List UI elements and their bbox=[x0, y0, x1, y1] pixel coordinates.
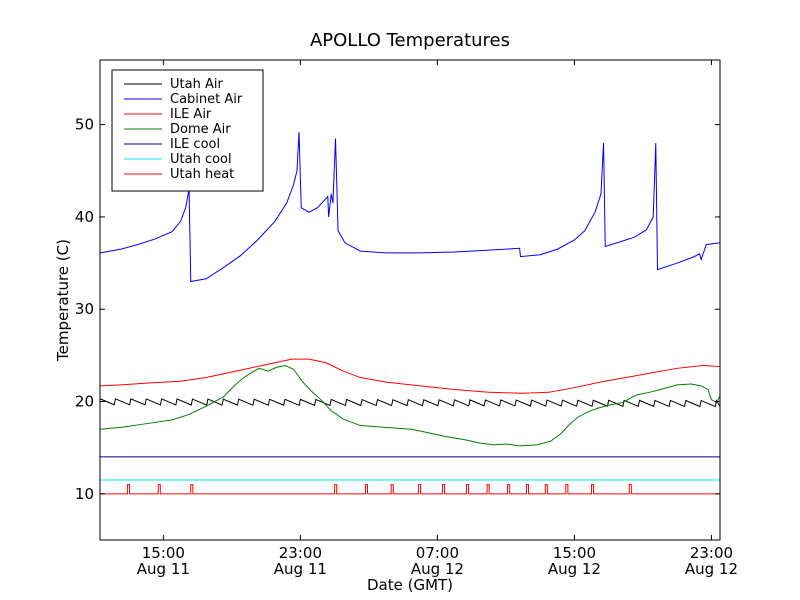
legend-label: ILE cool bbox=[170, 137, 220, 152]
legend-label: Utah cool bbox=[170, 152, 232, 167]
y-axis-label: Temperature (C) bbox=[54, 239, 72, 362]
series-layer bbox=[100, 131, 720, 495]
series-line-utah-air bbox=[100, 398, 720, 408]
y-tick-label: 40 bbox=[75, 208, 94, 226]
x-tick-label-date: Aug 12 bbox=[411, 560, 464, 578]
legend-label: Cabinet Air bbox=[170, 92, 243, 107]
x-tick-label-time: 15:00 bbox=[142, 544, 185, 562]
x-tick-label-date: Aug 11 bbox=[137, 560, 190, 578]
x-tick-label-date: Aug 11 bbox=[274, 560, 327, 578]
y-tick-label: 30 bbox=[75, 300, 94, 318]
x-tick-label-date: Aug 12 bbox=[685, 560, 738, 578]
x-axis-label: Date (GMT) bbox=[367, 576, 453, 594]
x-tick-label-time: 23:00 bbox=[690, 544, 733, 562]
plot-frame bbox=[99, 59, 721, 541]
series-line-dome-air bbox=[100, 365, 720, 447]
series-line-utah-heat bbox=[100, 484, 720, 495]
series-line-cabinet-air bbox=[100, 131, 720, 283]
legend-label: ILE Air bbox=[170, 107, 212, 122]
x-tick-label-time: 23:00 bbox=[279, 544, 322, 562]
series-line-ile-air bbox=[100, 358, 720, 394]
legend-label: Utah Air bbox=[170, 77, 223, 92]
y-tick-label: 50 bbox=[75, 116, 94, 134]
legend-label: Dome Air bbox=[170, 122, 231, 137]
legend-label: Utah heat bbox=[170, 167, 234, 182]
y-axis-ticks: 10 20 30 40 50 bbox=[75, 116, 720, 503]
chart-title: APOLLO Temperatures bbox=[310, 30, 510, 51]
y-tick-label: 20 bbox=[75, 393, 94, 411]
legend-frame bbox=[111, 69, 264, 192]
x-tick-label-time: 15:00 bbox=[553, 544, 596, 562]
x-tick-label-time: 07:00 bbox=[416, 544, 459, 562]
y-tick-label: 10 bbox=[75, 485, 94, 503]
x-tick-label-date: Aug 12 bbox=[548, 560, 601, 578]
